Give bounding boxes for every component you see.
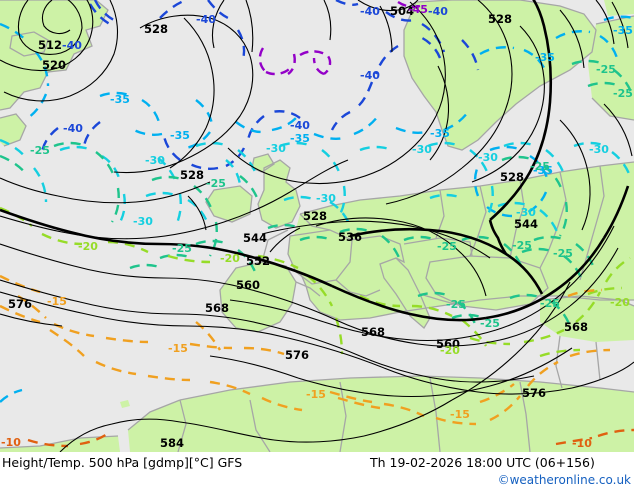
height-label: 528 bbox=[488, 12, 513, 26]
height-label: 576 bbox=[8, 297, 33, 311]
temp-label: -40 bbox=[360, 69, 380, 82]
height-label: 544 bbox=[514, 217, 539, 231]
temp-label: -30 bbox=[412, 143, 432, 156]
temp-contour--25 bbox=[0, 59, 634, 327]
temp-label: -25 bbox=[206, 177, 226, 190]
temp-label: -25 bbox=[30, 144, 50, 157]
temp-label: -25 bbox=[480, 317, 500, 330]
temp-label: -20 bbox=[78, 240, 98, 253]
height-label: 584 bbox=[160, 436, 185, 450]
temp-label: -15 bbox=[306, 388, 326, 401]
height-label: 568 bbox=[205, 301, 230, 315]
temp-label: -25 bbox=[530, 160, 550, 173]
temp-contour--45 bbox=[258, 0, 421, 76]
temp-label: -40 bbox=[196, 13, 216, 26]
temp-label: -35 bbox=[613, 24, 633, 37]
weather-map[interactable]: 504 512 520 528 528 528 528 528 536 544 … bbox=[0, 0, 634, 452]
temp-label: -40 bbox=[63, 122, 83, 135]
temp-label: -30 bbox=[589, 143, 609, 156]
temp-contour--10 bbox=[27, 428, 634, 448]
temp-label: -30 bbox=[133, 215, 153, 228]
temp-contour--30 bbox=[0, 138, 632, 235]
temp-label: -10 bbox=[1, 436, 21, 449]
map-canvas bbox=[0, 0, 634, 452]
temp-label: -35 bbox=[290, 132, 310, 145]
height-label: 528 bbox=[144, 22, 169, 36]
height-label: 576 bbox=[522, 386, 547, 400]
temp-label: -25 bbox=[540, 297, 560, 310]
temp-contour--40 bbox=[40, 0, 480, 170]
height-label: 560 bbox=[236, 278, 261, 292]
temp-label: -30 bbox=[266, 142, 286, 155]
temp-label: -15 bbox=[450, 408, 470, 421]
temp-label: -20 bbox=[220, 252, 240, 265]
temp-label: -30 bbox=[316, 192, 336, 205]
height-label: 504 bbox=[390, 4, 415, 18]
temp-contour--15 bbox=[0, 274, 611, 426]
height-label: 576 bbox=[285, 348, 310, 362]
temp-label: -25 bbox=[172, 242, 192, 255]
temp-label: -15 bbox=[168, 342, 188, 355]
height-label: 568 bbox=[564, 320, 589, 334]
temp-label: -45 bbox=[408, 3, 428, 16]
temp-label: -35 bbox=[170, 129, 190, 142]
temp-label: -30 bbox=[516, 206, 536, 219]
height-label: 520 bbox=[42, 58, 67, 72]
valid-time-label: Th 19-02-2026 18:00 UTC (06+156) bbox=[370, 455, 595, 470]
height-contours bbox=[0, 0, 634, 452]
temp-label: -30 bbox=[145, 154, 165, 167]
chart-title: Height/Temp. 500 hPa [gdmp][°C] GFS bbox=[2, 455, 243, 470]
temp-label: -35 bbox=[430, 127, 450, 140]
temp-label: -40 bbox=[290, 119, 310, 132]
height-label: 512 bbox=[38, 38, 63, 52]
height-label: 536 bbox=[338, 230, 363, 244]
temp-label: -10 bbox=[572, 437, 592, 450]
height-label: 528 bbox=[303, 209, 328, 223]
temp-label: -25 bbox=[613, 87, 633, 100]
temp-label: -25 bbox=[512, 239, 532, 252]
temp-label: -15 bbox=[47, 295, 67, 308]
temp-label: -35 bbox=[535, 51, 555, 64]
height-label: 552 bbox=[246, 254, 271, 268]
temp-label: -40 bbox=[62, 39, 82, 52]
temp-label: -35 bbox=[110, 93, 130, 106]
height-label: 568 bbox=[361, 325, 386, 339]
height-label: 528 bbox=[180, 168, 205, 182]
temp-label: -25 bbox=[446, 298, 466, 311]
temp-label: -25 bbox=[437, 240, 457, 253]
chart-footer: Height/Temp. 500 hPa [gdmp][°C] GFS Th 1… bbox=[0, 452, 634, 490]
height-label: 528 bbox=[500, 170, 525, 184]
copyright-label[interactable]: ©weatheronline.co.uk bbox=[497, 473, 631, 487]
temp-label: -20 bbox=[440, 344, 460, 357]
temp-label: -35 bbox=[533, 164, 553, 177]
height-label: 560 bbox=[436, 337, 461, 351]
temp-label: -25 bbox=[553, 247, 573, 260]
temp-label: -40 bbox=[428, 5, 448, 18]
temp-label: -40 bbox=[360, 5, 380, 18]
temp-label: -25 bbox=[596, 63, 616, 76]
height-label: 544 bbox=[243, 231, 268, 245]
temp-label: -30 bbox=[478, 151, 498, 164]
temp-label: -20 bbox=[610, 296, 630, 309]
